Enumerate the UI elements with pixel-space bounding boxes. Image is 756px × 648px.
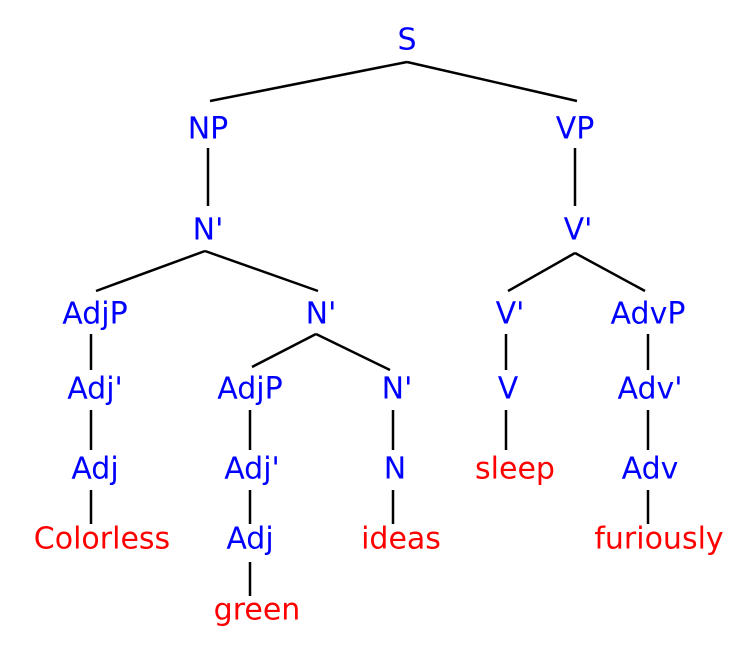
node-nbar-3: N' bbox=[382, 372, 413, 407]
edge-nbar-adjp bbox=[95, 249, 206, 293]
word-colorless: Colorless bbox=[34, 522, 170, 557]
node-v: V bbox=[498, 372, 519, 407]
node-s: S bbox=[397, 23, 416, 58]
edge-s-np bbox=[209, 60, 408, 103]
node-vbar-2: V' bbox=[496, 297, 525, 332]
node-vp: VP bbox=[556, 112, 595, 147]
node-nbar: N' bbox=[193, 213, 224, 248]
node-adjp: AdjP bbox=[62, 297, 127, 332]
word-ideas: ideas bbox=[361, 522, 441, 557]
node-adjp-2: AdjP bbox=[217, 372, 282, 407]
edge-s-vp bbox=[406, 60, 578, 103]
edge-nbar-adjp2 bbox=[251, 332, 317, 369]
tree-edges bbox=[89, 60, 650, 596]
edge-nbar-nbar3 bbox=[315, 332, 391, 372]
node-np: NP bbox=[188, 112, 229, 147]
edge-nbar-nbar bbox=[204, 249, 319, 293]
word-furiously: furiously bbox=[594, 522, 723, 557]
node-adj: Adj bbox=[71, 452, 118, 487]
node-nbar-2: N' bbox=[306, 297, 337, 332]
node-adjbar-2: Adj' bbox=[224, 452, 280, 487]
node-adv: Adv bbox=[622, 452, 679, 487]
word-green: green bbox=[214, 593, 301, 628]
edge-vbar-vbar bbox=[507, 251, 576, 293]
node-advbar: Adv' bbox=[617, 372, 682, 407]
node-advp: AdvP bbox=[611, 297, 686, 332]
word-sleep: sleep bbox=[475, 452, 555, 487]
node-vbar: V' bbox=[564, 213, 593, 248]
node-n: N bbox=[384, 452, 406, 487]
category-nodes: S NP VP N' V' AdjP N' V' AdvP Adj' AdjP … bbox=[62, 23, 685, 557]
node-adj-2: Adj bbox=[226, 522, 273, 557]
node-adjbar: Adj' bbox=[67, 372, 123, 407]
word-leaves: Colorless green ideas sleep furiously bbox=[34, 452, 724, 628]
edge-vbar-advp bbox=[574, 251, 646, 293]
